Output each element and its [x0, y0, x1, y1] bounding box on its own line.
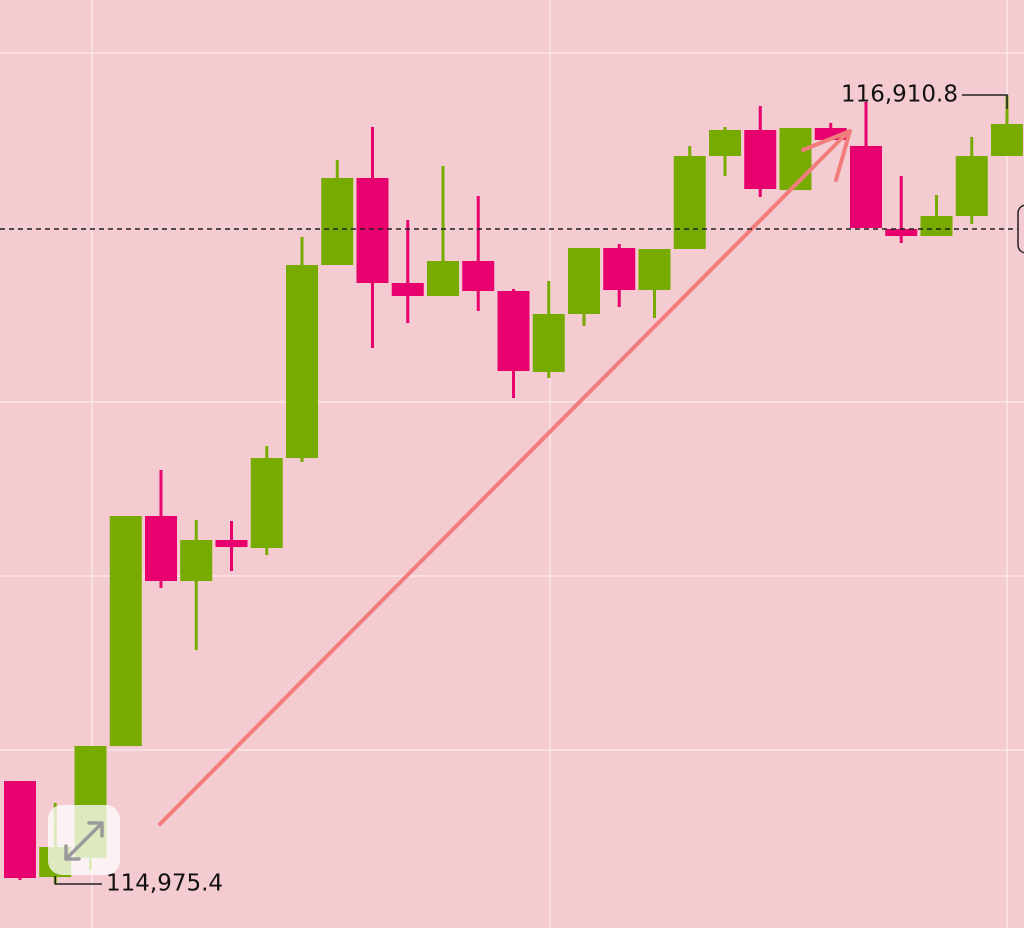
- candle-body: [286, 264, 318, 459]
- expand-button[interactable]: [48, 805, 120, 875]
- arrow-head: [834, 129, 852, 182]
- candle-body: [462, 260, 495, 292]
- candle-body: [532, 313, 565, 373]
- candle-body: [885, 228, 918, 237]
- candle-body: [4, 781, 36, 879]
- candle-body: [497, 291, 530, 372]
- low-label: 114,975.4: [106, 871, 223, 897]
- candle-body: [603, 247, 636, 291]
- candle-body: [356, 177, 389, 284]
- high-connector: [962, 94, 1008, 109]
- candle-body: [250, 458, 283, 549]
- candle-body: [779, 128, 812, 191]
- arrow-line: [158, 130, 850, 826]
- candle-body: [215, 540, 248, 548]
- candle-body: [145, 515, 177, 582]
- low-connector: [54, 876, 102, 885]
- candle-body: [568, 247, 600, 314]
- candle-body: [991, 124, 1023, 157]
- candle-body: [321, 177, 354, 265]
- arrow-head: [801, 129, 852, 152]
- candle-body: [180, 540, 213, 582]
- candle-body: [109, 515, 142, 747]
- candle-body: [814, 128, 847, 140]
- candle-body: [638, 249, 671, 291]
- trend-arrow: [158, 129, 852, 826]
- expand-icon[interactable]: [64, 821, 104, 861]
- candle-body: [427, 260, 459, 297]
- candle-body: [673, 156, 706, 250]
- candles: [4, 94, 1023, 885]
- high-label: 116,910.8: [841, 81, 958, 107]
- candle-body: [391, 283, 424, 297]
- candle-body: [709, 130, 741, 157]
- candle-body: [920, 215, 953, 237]
- candle-body: [955, 156, 988, 216]
- candle-body: [744, 130, 777, 190]
- price-tag: [1017, 204, 1024, 254]
- candle-body: [850, 145, 882, 229]
